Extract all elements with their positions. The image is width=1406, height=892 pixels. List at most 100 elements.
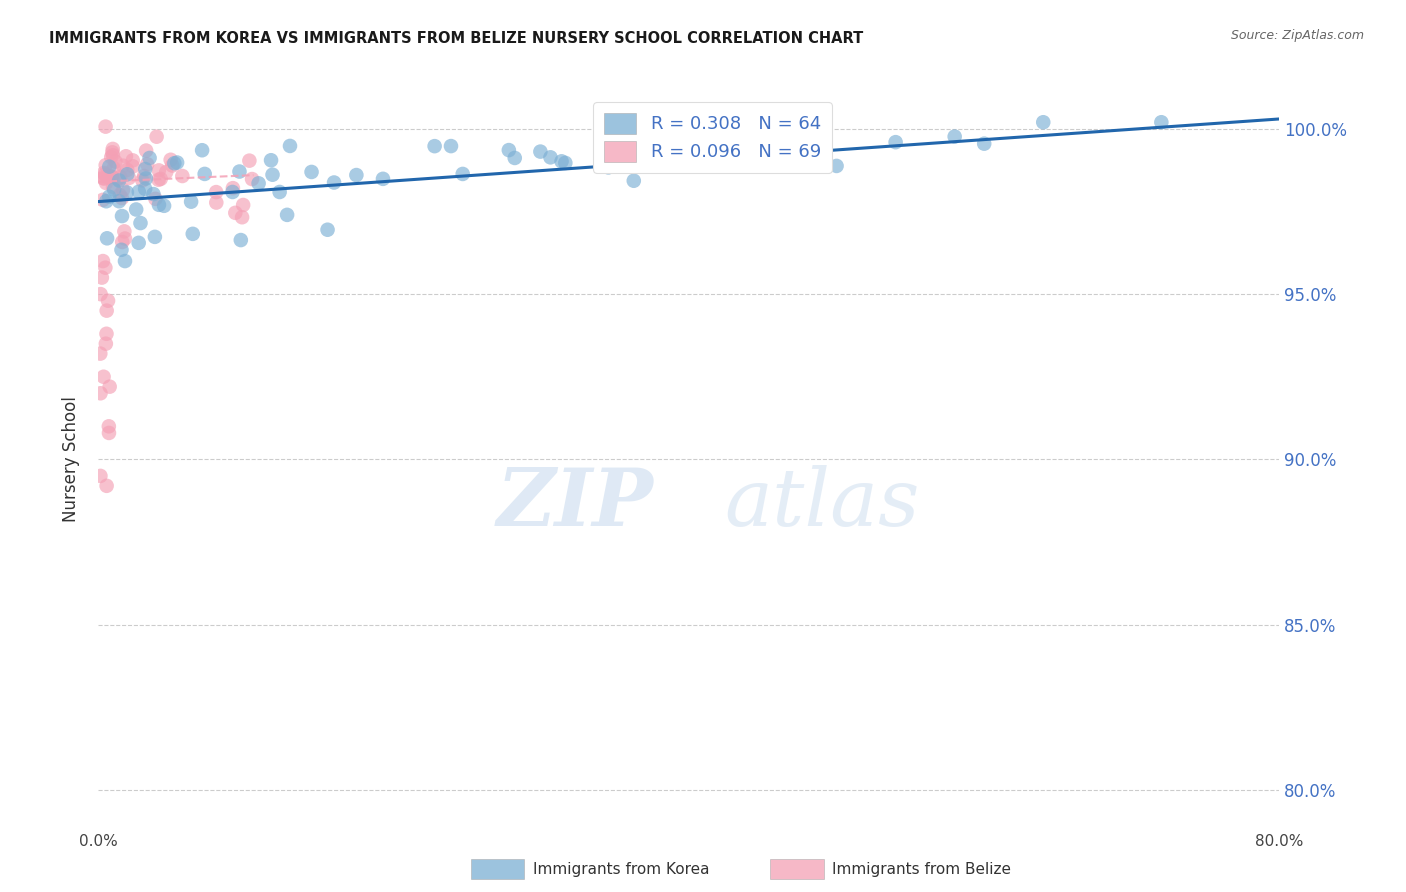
Point (114, 254, 136, 268)
Point (131, 173, 153, 187)
Point (128, 185, 150, 199)
Point (316, 223, 339, 237)
Y-axis label: Nursery School: Nursery School (62, 396, 80, 523)
Point (884, 135, 907, 149)
Text: ZIP: ZIP (496, 465, 654, 542)
Point (247, 177, 270, 191)
Point (166, 155, 188, 169)
Point (115, 186, 138, 200)
Point (135, 171, 157, 186)
Point (111, 183, 134, 197)
Point (232, 198, 254, 212)
FancyBboxPatch shape (770, 859, 824, 879)
Point (103, 161, 125, 176)
Point (111, 235, 134, 249)
Point (440, 139, 463, 153)
Point (108, 173, 131, 187)
Point (540, 150, 562, 164)
Point (90, 270, 112, 285)
Point (93, 369, 115, 384)
Text: IMMIGRANTS FROM KOREA VS IMMIGRANTS FROM BELIZE NURSERY SCHOOL CORRELATION CHART: IMMIGRANTS FROM KOREA VS IMMIGRANTS FROM… (49, 31, 863, 46)
Point (451, 167, 474, 181)
Point (269, 185, 291, 199)
Point (142, 187, 165, 202)
Point (262, 168, 284, 182)
Point (125, 202, 148, 217)
Point (371, 171, 394, 186)
Point (100, 169, 122, 184)
Point (101, 179, 124, 194)
Point (222, 181, 245, 195)
Point (111, 209, 134, 223)
Point (110, 243, 132, 257)
Point (238, 153, 260, 168)
Point (93, 171, 115, 186)
Point (135, 144, 157, 158)
Point (121, 153, 143, 168)
Point (825, 159, 848, 173)
Point (101, 145, 124, 160)
Point (153, 199, 176, 213)
Point (159, 153, 181, 167)
Point (145, 192, 167, 206)
Point (96, 231, 118, 245)
Point (94, 158, 117, 172)
Point (134, 162, 156, 177)
Text: atlas: atlas (724, 465, 920, 542)
Point (94, 260, 117, 275)
Text: Immigrants from Belize: Immigrants from Belize (832, 863, 1011, 877)
Point (598, 161, 620, 175)
FancyBboxPatch shape (471, 859, 524, 879)
Point (129, 216, 152, 230)
Point (627, 152, 650, 166)
Point (163, 156, 186, 170)
Point (98, 160, 121, 174)
Point (1032, 115, 1054, 129)
Point (104, 154, 127, 169)
Point (108, 188, 131, 202)
Point (98, 190, 121, 204)
Point (148, 198, 170, 212)
Point (97, 170, 120, 185)
Point (145, 129, 167, 144)
Point (134, 182, 156, 196)
Point (111, 159, 134, 173)
Point (89, 386, 111, 401)
Point (221, 185, 243, 199)
Point (118, 170, 141, 185)
Point (89, 346, 111, 360)
Point (155, 165, 177, 179)
Point (1150, 115, 1173, 129)
Point (110, 169, 132, 184)
Point (229, 233, 252, 247)
Point (240, 172, 263, 186)
Point (180, 194, 202, 209)
Point (103, 183, 125, 197)
Point (323, 176, 346, 190)
Point (503, 151, 526, 165)
Point (592, 141, 614, 155)
Point (149, 172, 172, 186)
Point (344, 168, 367, 182)
Point (98, 379, 121, 393)
Point (224, 206, 246, 220)
Point (181, 227, 204, 241)
Point (91, 254, 114, 268)
Point (623, 174, 645, 188)
Point (94, 336, 117, 351)
Point (100, 150, 122, 164)
Point (191, 143, 214, 157)
Point (114, 231, 136, 245)
Point (138, 151, 160, 165)
Point (94, 176, 117, 190)
Point (143, 230, 166, 244)
Point (97, 419, 120, 434)
Point (943, 129, 966, 144)
Point (423, 139, 446, 153)
Point (94, 168, 117, 182)
Point (96, 479, 118, 493)
Point (148, 173, 170, 187)
Point (111, 191, 134, 205)
Point (101, 148, 124, 162)
Point (100, 169, 122, 184)
